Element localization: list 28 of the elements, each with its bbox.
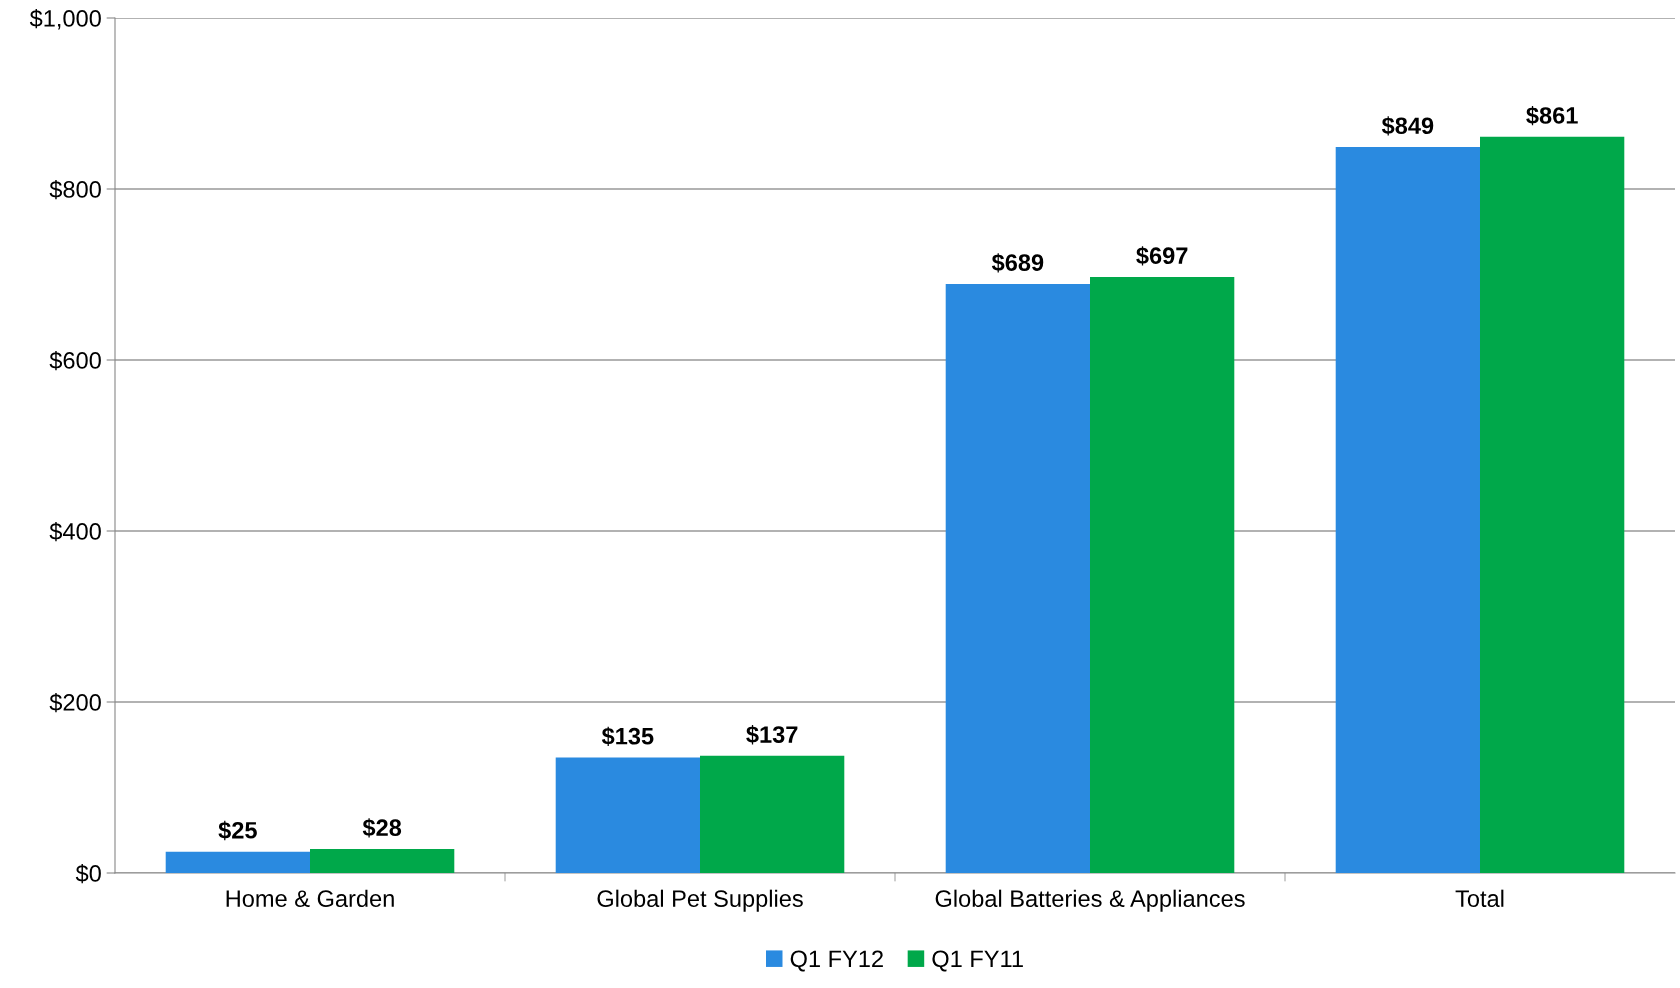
legend-label: Q1 FY11 bbox=[932, 950, 1023, 972]
bar bbox=[1335, 147, 1480, 873]
y-tick-label: $0 bbox=[75, 864, 101, 884]
y-tick-label: $1,000 bbox=[29, 9, 101, 30]
bar bbox=[945, 283, 1090, 873]
text: $697 bbox=[1136, 246, 1188, 266]
text: $28 bbox=[362, 818, 402, 838]
text: $25 bbox=[218, 820, 257, 841]
x-tick-label: Home & Garden bbox=[226, 889, 394, 908]
text: $849 bbox=[1381, 116, 1434, 136]
x-tick-label: Global Batteries & Appliances bbox=[935, 889, 1245, 912]
text: $861 bbox=[1526, 106, 1578, 126]
bar bbox=[555, 757, 700, 873]
y-tick-label: $200 bbox=[49, 693, 101, 713]
bar bbox=[310, 849, 455, 873]
bar bbox=[1480, 136, 1625, 873]
y-tick-label: $800 bbox=[49, 180, 101, 200]
x-tick-label: Global Pet Supplies bbox=[597, 889, 803, 912]
x-tick-label: Total bbox=[1455, 889, 1504, 908]
text: $689 bbox=[991, 253, 1044, 273]
bar bbox=[700, 755, 845, 873]
y-tick-label: $600 bbox=[49, 351, 101, 371]
legend-label: Q1 FY12 bbox=[790, 950, 883, 972]
text: $137 bbox=[746, 725, 798, 745]
y-tick-label: $400 bbox=[49, 522, 101, 542]
bar bbox=[165, 851, 310, 873]
bar bbox=[1090, 277, 1235, 873]
text: $135 bbox=[601, 726, 654, 747]
